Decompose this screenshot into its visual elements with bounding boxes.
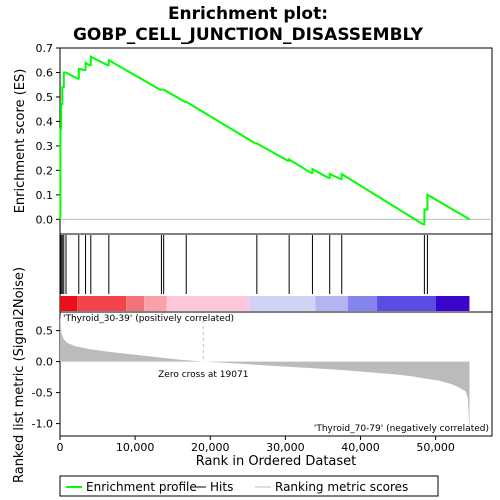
zero-cross-label: Zero cross at 19071 bbox=[158, 370, 248, 380]
metric-y-axis: 0.5 0.0 -0.5 -1.0 bbox=[32, 325, 60, 431]
heat-segment bbox=[126, 296, 145, 311]
metric-y-tick-label: -1.0 bbox=[32, 418, 53, 431]
x-tick-label: 0 bbox=[57, 441, 64, 454]
heat-segment bbox=[77, 296, 127, 311]
x-axis-label: Rank in Ordered Dataset bbox=[196, 454, 357, 469]
x-tick-label: 10,000 bbox=[116, 441, 155, 454]
ranking-metric-area bbox=[60, 315, 470, 433]
negative-correlation-label: 'Thyroid_70-79' (negatively correlated) bbox=[314, 424, 489, 434]
es-y-axis-label: Enrichment score (ES) bbox=[13, 69, 28, 214]
x-tick-label: 20,000 bbox=[191, 441, 230, 454]
metric-y-axis-label: Ranked list metric (Signal2Noise) bbox=[12, 267, 27, 483]
rank-heat-bar bbox=[60, 296, 470, 311]
es-y-axis: 0.0 0.1 0.2 0.3 0.4 0.5 0.6 0.7 bbox=[36, 42, 60, 226]
heat-segment bbox=[347, 296, 378, 311]
heat-segment bbox=[60, 296, 78, 311]
chart-title-line1: Enrichment plot: bbox=[168, 4, 328, 24]
legend-ranking-metric-label: Ranking metric scores bbox=[275, 480, 408, 494]
heat-segment bbox=[315, 296, 348, 311]
chart-title-line2: GOBP_CELL_JUNCTION_DISASSEMBLY bbox=[73, 25, 424, 45]
heat-segment bbox=[377, 296, 436, 311]
hits-ticks bbox=[59, 235, 428, 294]
es-y-tick-label: 0.5 bbox=[36, 91, 54, 104]
legend-hits-label: Hits bbox=[210, 480, 233, 494]
legend-box bbox=[59, 475, 439, 497]
es-y-tick-label: 0.6 bbox=[36, 66, 54, 79]
positive-correlation-label: 'Thyroid_30-39' (positively correlated) bbox=[63, 314, 234, 324]
es-y-tick-label: 0.3 bbox=[36, 140, 54, 153]
es-y-tick-label: 0.4 bbox=[36, 115, 54, 128]
metric-y-tick-label: 0.5 bbox=[36, 325, 54, 338]
es-y-tick-label: 0.1 bbox=[36, 189, 54, 202]
x-tick-label: 40,000 bbox=[341, 441, 380, 454]
x-tick-label: 30,000 bbox=[266, 441, 305, 454]
heat-segment bbox=[435, 296, 470, 311]
legend-enrichment-profile-label: Enrichment profile bbox=[86, 480, 197, 494]
x-tick-label: 50,000 bbox=[416, 441, 455, 454]
x-axis: 0 10,000 20,000 30,000 40,000 50,000 bbox=[57, 436, 455, 454]
metric-panel-frame bbox=[59, 311, 493, 437]
metric-y-tick-label: 0.0 bbox=[36, 356, 54, 369]
heat-segment bbox=[166, 296, 250, 311]
enrichment-profile-line bbox=[59, 54, 471, 226]
heat-segment bbox=[144, 296, 167, 311]
es-y-tick-label: 0.7 bbox=[36, 42, 54, 55]
es-y-tick-label: 0.2 bbox=[36, 164, 54, 177]
metric-y-tick-label: -0.5 bbox=[32, 387, 53, 400]
es-y-tick-label: 0.0 bbox=[36, 213, 54, 226]
legend: Enrichment profile Hits Ranking metric sco… bbox=[66, 480, 408, 494]
heat-segment bbox=[249, 296, 316, 311]
